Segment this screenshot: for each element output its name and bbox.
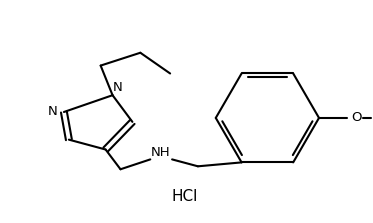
Text: O: O (351, 112, 362, 124)
Text: N: N (113, 81, 122, 94)
Text: N: N (48, 105, 58, 118)
Text: HCl: HCl (172, 189, 198, 204)
Text: NH: NH (150, 146, 170, 159)
